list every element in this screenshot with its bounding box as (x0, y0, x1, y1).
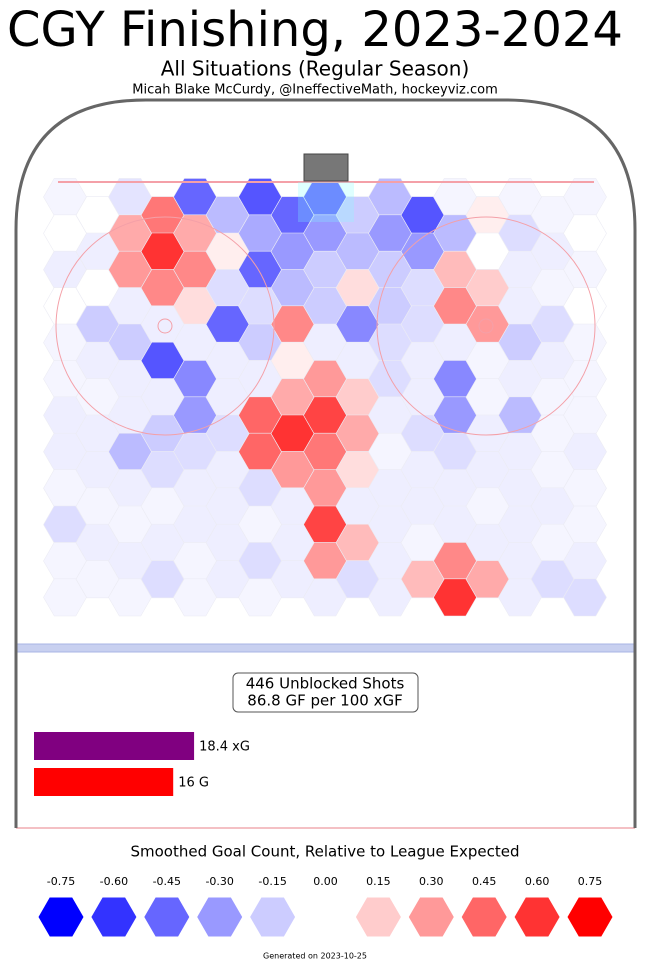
hex (108, 578, 152, 617)
colorbar-tick-label: 0.00 (313, 875, 338, 888)
blue-line (15, 643, 636, 653)
hex-layer (43, 178, 607, 617)
colorbar-tick-label: -0.75 (47, 875, 75, 888)
colorbar-swatch (197, 897, 243, 937)
colorbar-swatch (91, 897, 137, 937)
colorbar-tick-label: 0.75 (578, 875, 603, 888)
summary-line: 86.8 GF per 100 xGF (247, 692, 402, 710)
faceoff-circle (55, 216, 275, 436)
colorbar-swatch (303, 897, 348, 937)
colorbar-tick-label: 0.30 (419, 875, 444, 888)
colorbar-tick-label: 0.15 (366, 875, 391, 888)
colorbar-tick-label: 0.45 (472, 875, 497, 888)
net (303, 153, 349, 182)
colorbar-swatch (355, 897, 401, 937)
bar (34, 768, 174, 796)
faceoff-dot (157, 318, 173, 334)
colorbar-swatch (461, 897, 507, 937)
byline: Micah Blake McCurdy, @IneffectiveMath, h… (132, 83, 498, 98)
colorbar-swatch (144, 897, 190, 937)
colorbar-swatch (408, 897, 454, 937)
colorbar-tick-label: -0.15 (258, 875, 286, 888)
hex (238, 578, 282, 617)
chart-title: CGY Finishing, 2023-2024 (7, 2, 623, 58)
colorbar-swatch (514, 897, 560, 937)
colorbar-tick-label: 0.60 (525, 875, 550, 888)
colorbar-swatch (38, 897, 84, 937)
faceoff-dot (478, 318, 494, 334)
bar-label: 16 G (178, 776, 209, 791)
hex (303, 578, 347, 617)
crease (298, 182, 354, 222)
chart-subtitle: All Situations (Regular Season) (161, 57, 470, 81)
faceoff-circle (376, 216, 596, 436)
hex (173, 578, 217, 617)
footer: Generated on 2023-10-25 (263, 952, 367, 961)
colorbar-title: Smoothed Goal Count, Relative to League … (130, 843, 519, 861)
colorbar-swatch (567, 897, 613, 937)
summary-line: 446 Unblocked Shots (246, 675, 405, 693)
colorbar-tick-label: -0.45 (153, 875, 181, 888)
bar-layer: 18.4 xG 16 G (34, 732, 250, 796)
hex (563, 578, 607, 617)
hex (433, 578, 477, 617)
summary-box (232, 672, 419, 713)
bar (34, 732, 195, 760)
boards (14, 98, 637, 828)
hex (498, 578, 542, 617)
hex (368, 578, 412, 617)
colorbar-tick-label: -0.60 (100, 875, 128, 888)
rink (14, 98, 637, 829)
legend-layer: -0.75 -0.60 -0.45 -0.30 -0.15 0.00 0.15 0.30 0.4… (38, 875, 613, 937)
hex (43, 578, 87, 617)
colorbar-swatch (250, 897, 296, 937)
colorbar-tick-label: -0.30 (205, 875, 233, 888)
bar-label: 18.4 xG (199, 740, 250, 755)
